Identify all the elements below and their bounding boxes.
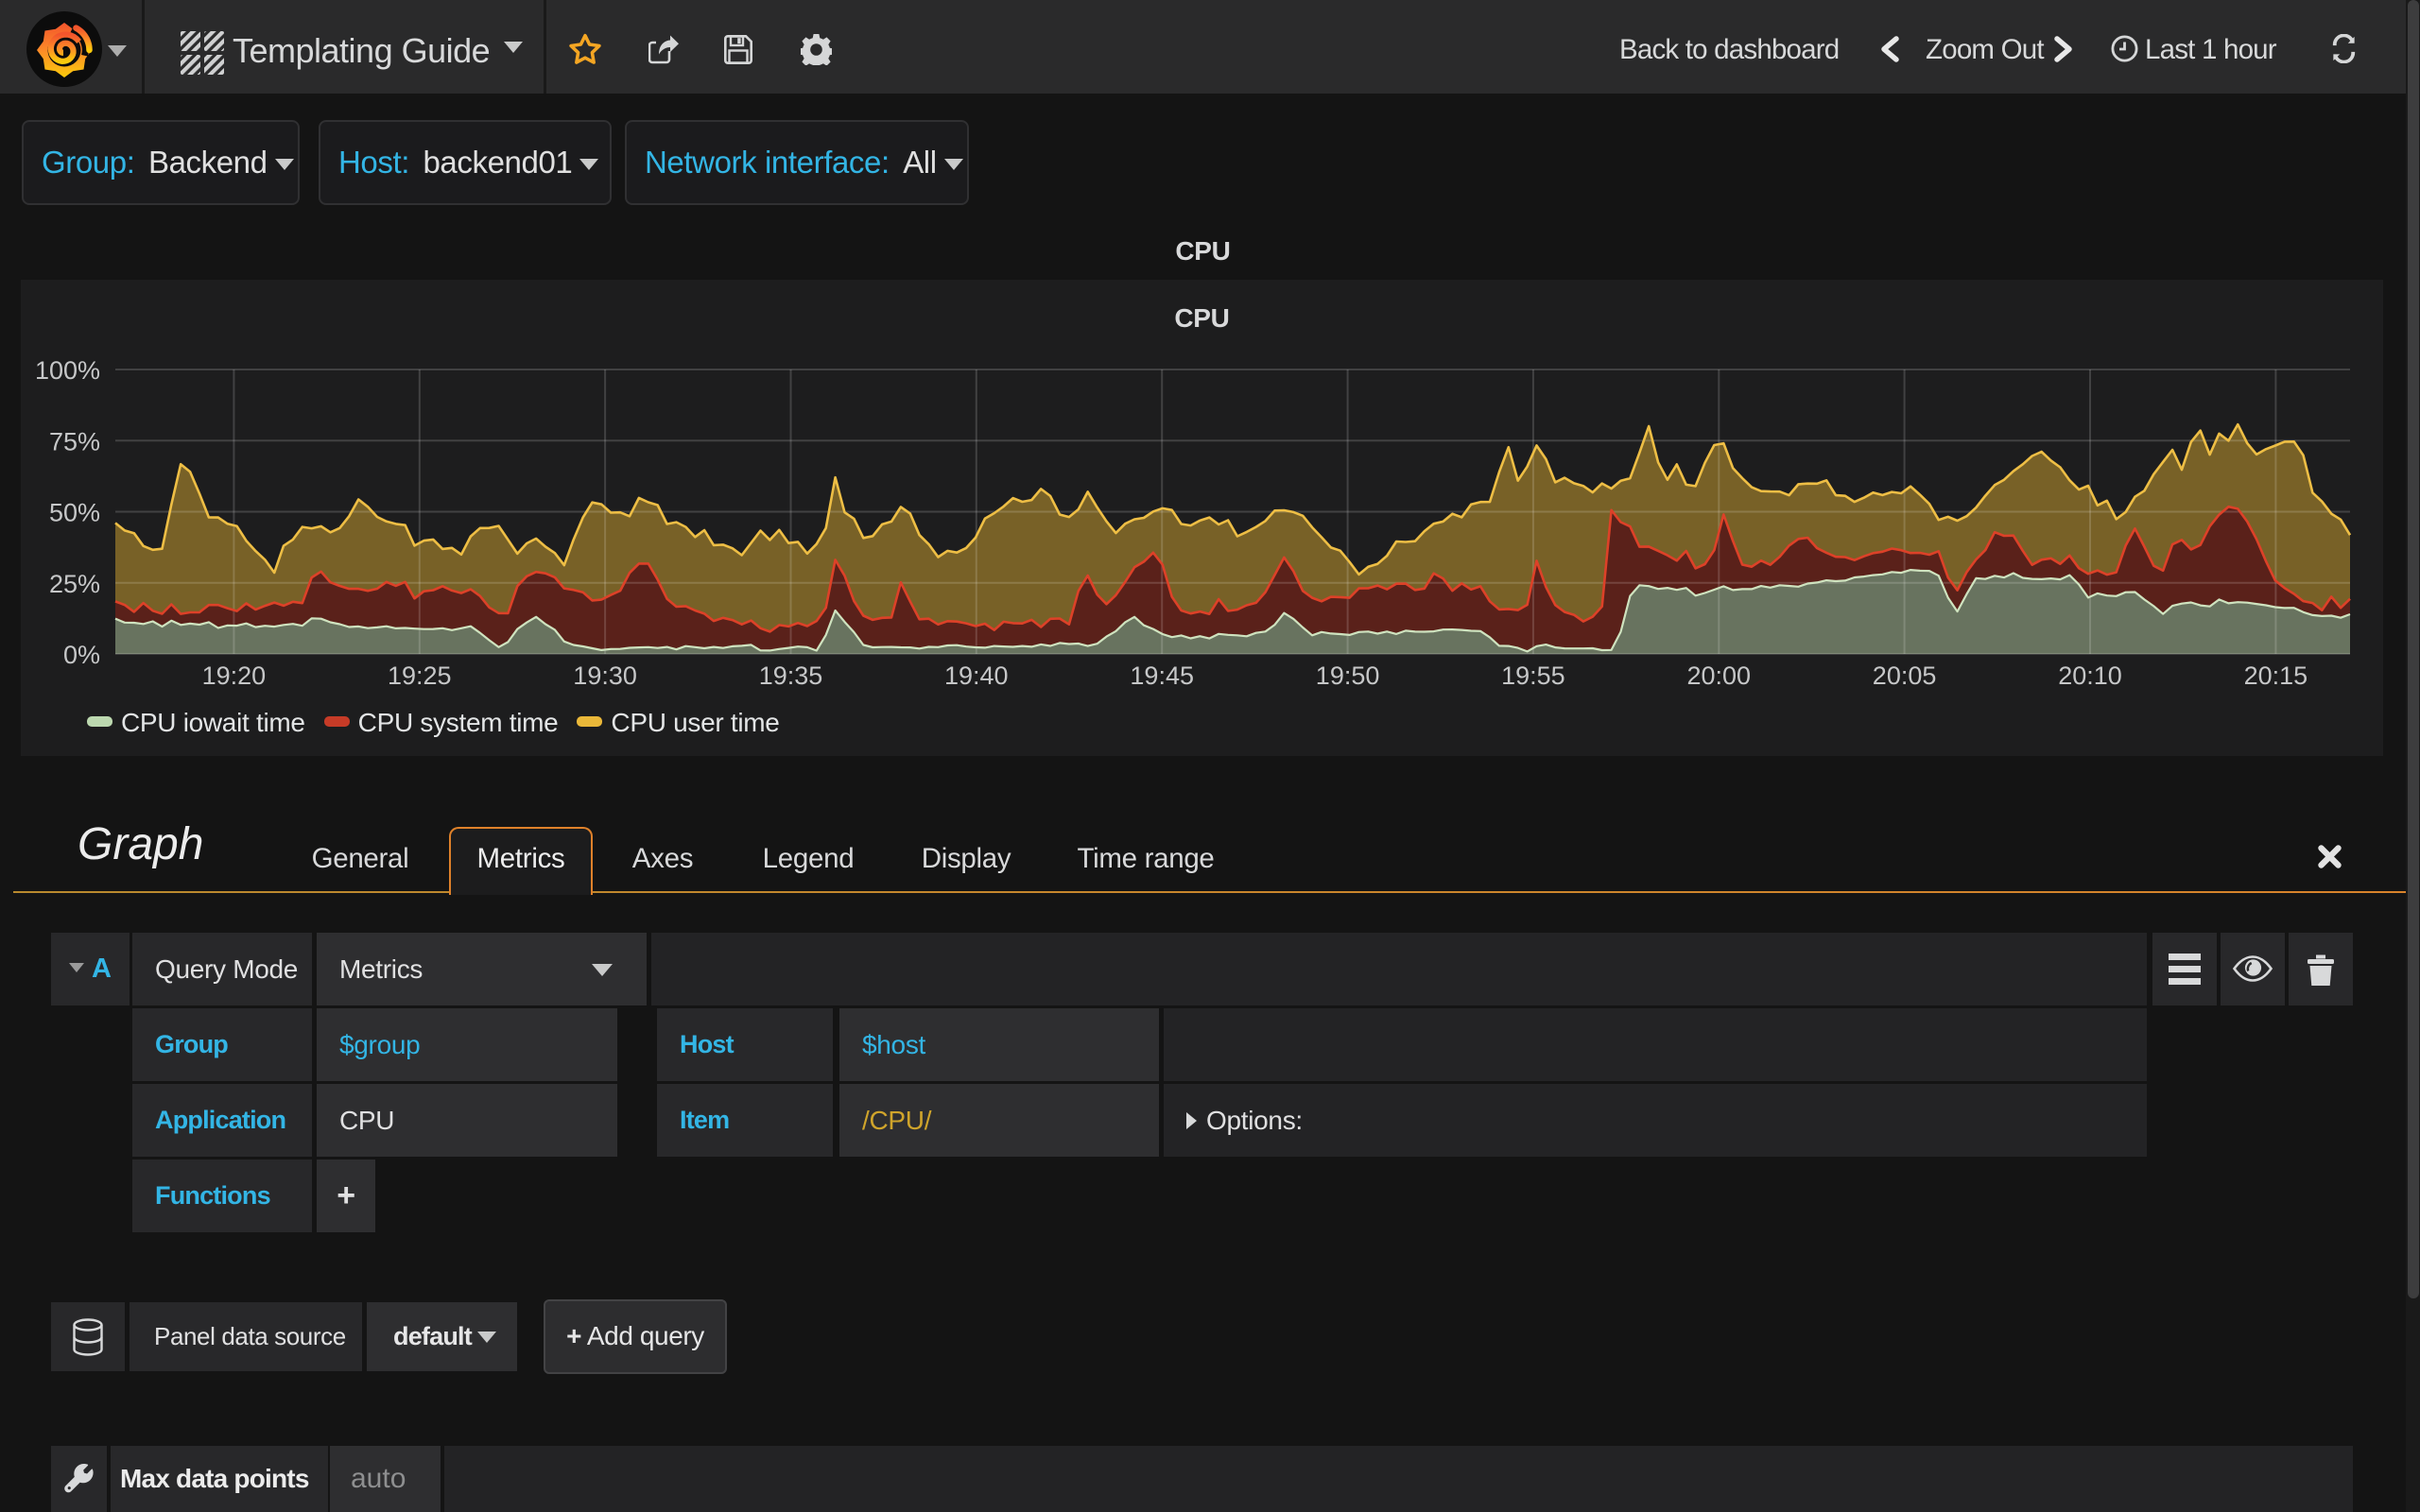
- svg-text:20:00: 20:00: [1687, 662, 1752, 690]
- svg-text:20:05: 20:05: [1873, 662, 1937, 690]
- svg-text:50%: 50%: [49, 499, 100, 527]
- svg-text:19:35: 19:35: [759, 662, 823, 690]
- svg-text:0%: 0%: [63, 641, 100, 669]
- svg-text:75%: 75%: [49, 427, 100, 455]
- svg-text:19:25: 19:25: [388, 662, 452, 690]
- svg-text:20:15: 20:15: [2244, 662, 2308, 690]
- svg-text:19:40: 19:40: [944, 662, 1009, 690]
- svg-text:100%: 100%: [35, 356, 100, 385]
- svg-text:19:50: 19:50: [1316, 662, 1380, 690]
- svg-text:19:45: 19:45: [1130, 662, 1194, 690]
- svg-text:19:55: 19:55: [1501, 662, 1565, 690]
- svg-text:20:10: 20:10: [2058, 662, 2122, 690]
- svg-text:25%: 25%: [49, 570, 100, 598]
- svg-text:19:30: 19:30: [573, 662, 637, 690]
- svg-text:19:20: 19:20: [202, 662, 267, 690]
